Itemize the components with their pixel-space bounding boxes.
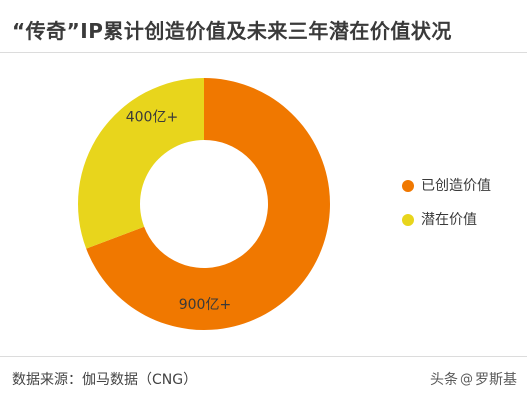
watermark-at: @ (460, 371, 473, 387)
source-note: 数据来源：伽马数据（CNG） (12, 372, 198, 388)
data-label-1: 900亿+ (179, 297, 231, 313)
title-divider (0, 52, 527, 53)
legend-marker-1 (402, 180, 414, 192)
slices-layer (77, 78, 330, 330)
footer-divider (0, 356, 527, 357)
watermark-author: 罗斯基 (475, 372, 517, 388)
data-label-2: 400亿+ (126, 109, 178, 125)
donut-slice-2 (77, 78, 204, 249)
watermark-prefix: 头条 (430, 372, 458, 388)
data-labels-layer: 900亿+ 400亿+ (126, 109, 231, 313)
legend-marker-2 (402, 214, 414, 226)
donut-slice-1 (86, 78, 330, 330)
chart-title: “传奇”IP累计创造价值及未来三年潜在价值状况 (12, 19, 452, 43)
legend-label-2: 潜在价值 (421, 212, 477, 228)
watermark: 头条 @ 罗斯基 (430, 369, 517, 389)
legend-label-1: 已创造价值 (421, 178, 491, 194)
